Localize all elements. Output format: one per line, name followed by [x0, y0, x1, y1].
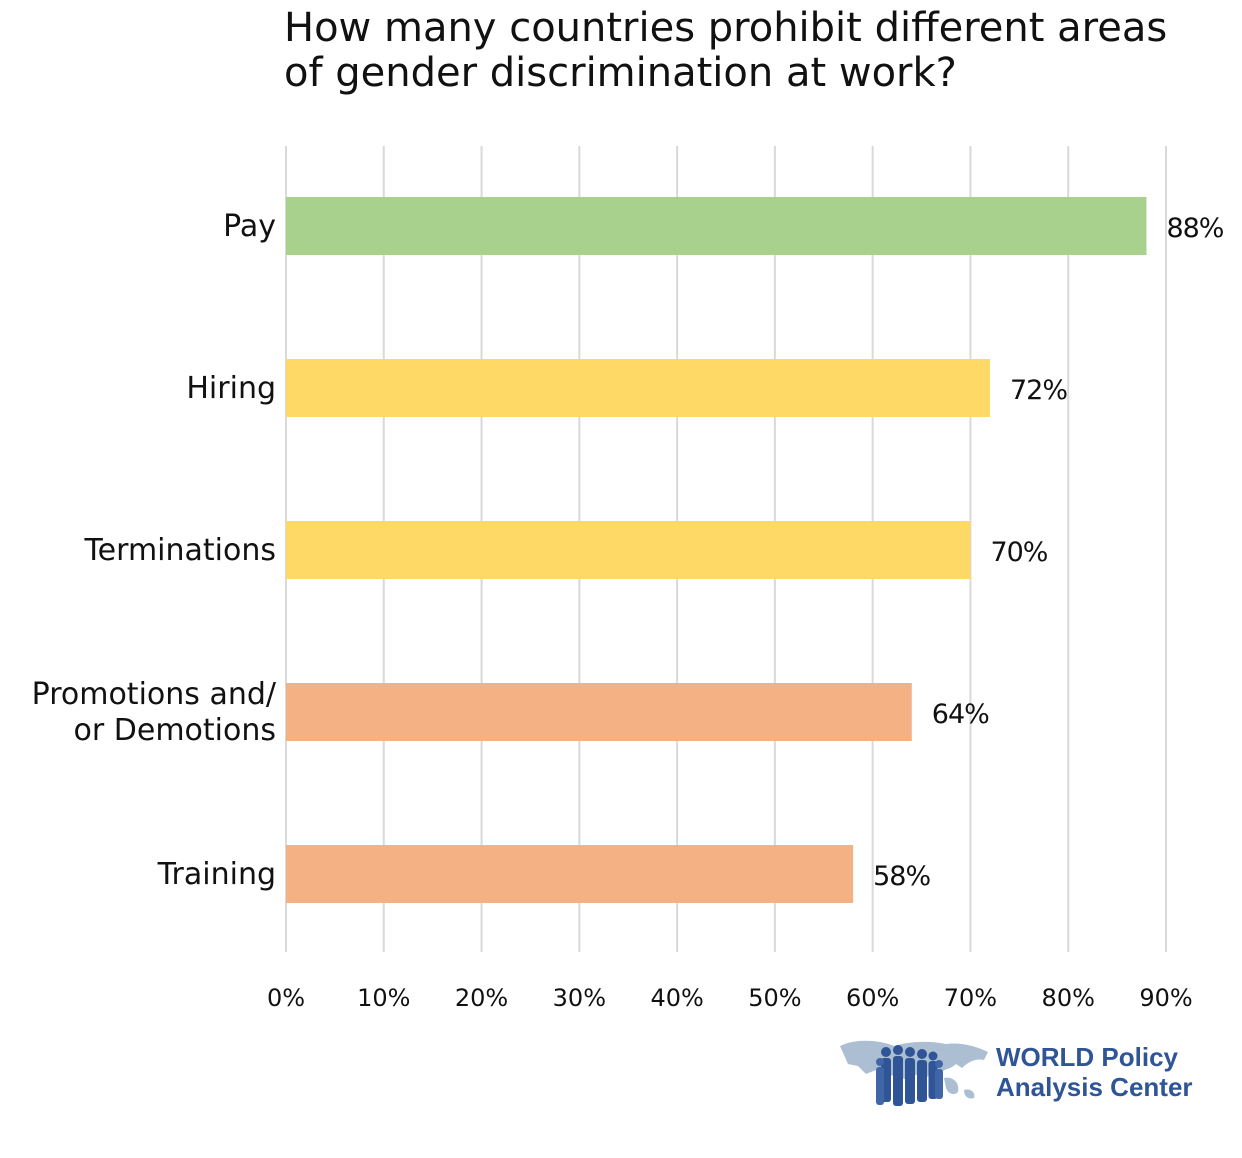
bar — [286, 197, 1147, 255]
bar — [286, 683, 912, 741]
x-tick-label: 20% — [455, 984, 508, 1012]
logo-text: WORLD Policy Analysis Center — [996, 1042, 1193, 1102]
category-label: Hiring — [186, 371, 276, 406]
x-tick-label: 10% — [357, 984, 410, 1012]
x-tick-label: 50% — [748, 984, 801, 1012]
x-tick-label: 60% — [846, 984, 899, 1012]
x-tick-label: 90% — [1139, 984, 1192, 1012]
value-label: 64% — [932, 699, 989, 730]
bar — [286, 521, 971, 579]
value-label: 72% — [1010, 375, 1067, 406]
chart-title-line-1: How many countries prohibit different ar… — [284, 5, 1168, 51]
bars — [286, 197, 1147, 903]
chart-title-line-2: of gender discrimination at work? — [284, 50, 957, 96]
x-tick-label: 40% — [650, 984, 703, 1012]
bar — [286, 359, 990, 417]
logo-line-2: Analysis Center — [996, 1072, 1193, 1102]
x-tick-label: 30% — [553, 984, 606, 1012]
logo-line-1: WORLD Policy — [996, 1042, 1179, 1072]
category-label: Promotions and/ — [32, 677, 277, 712]
chart-title: How many countries prohibit different ar… — [284, 6, 1224, 96]
value-label: 58% — [873, 861, 930, 892]
bar — [286, 845, 854, 903]
x-tick-label: 80% — [1042, 984, 1095, 1012]
x-axis-tick-labels: 0% 10% 20% 30% 40% 50% 60% 70% 80% 90% — [267, 984, 1193, 1012]
world-map-people-icon — [840, 1040, 988, 1106]
value-label: 88% — [1166, 213, 1223, 244]
category-labels: Pay Hiring Terminations Promotions and/or D… — [32, 209, 277, 892]
category-label: Training — [157, 857, 276, 892]
value-labels: 88% 72% 70% 64% 58% — [873, 213, 1225, 892]
x-tick-label: 70% — [944, 984, 997, 1012]
category-label: Pay — [223, 209, 276, 244]
bar-chart: Pay Hiring Terminations Promotions and/or D… — [32, 146, 1225, 1012]
world-policy-analysis-center-logo: WORLD Policy Analysis Center — [836, 1034, 1216, 1114]
category-label: or Demotions — [74, 713, 276, 748]
category-label: Terminations — [83, 533, 276, 568]
value-label: 70% — [990, 537, 1047, 568]
x-tick-label: 0% — [267, 984, 305, 1012]
